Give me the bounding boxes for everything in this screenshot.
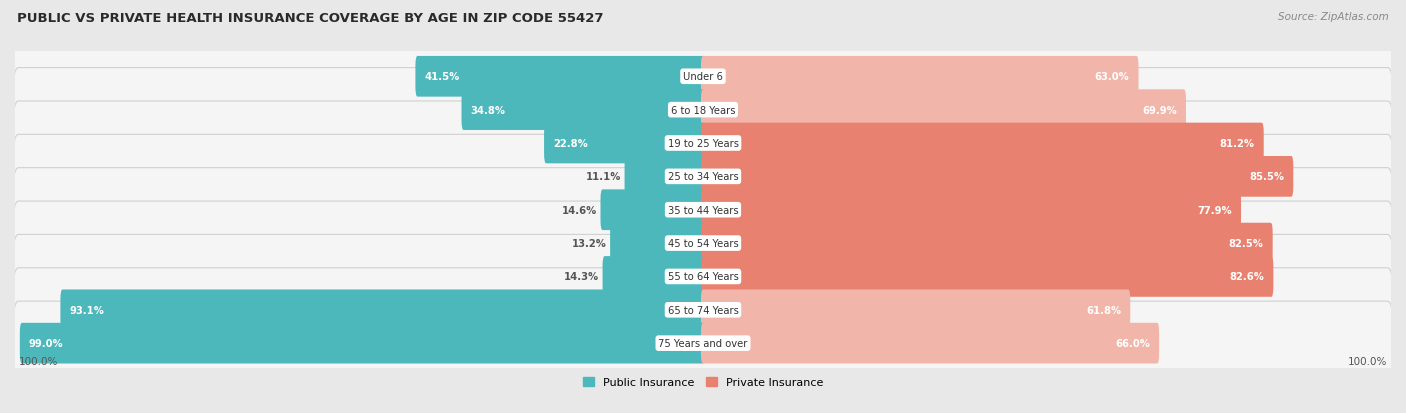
Text: 65 to 74 Years: 65 to 74 Years <box>668 305 738 315</box>
FancyBboxPatch shape <box>13 301 1393 385</box>
FancyBboxPatch shape <box>461 90 704 131</box>
FancyBboxPatch shape <box>603 256 704 297</box>
Text: 81.2%: 81.2% <box>1220 139 1254 149</box>
Text: 55 to 64 Years: 55 to 64 Years <box>668 272 738 282</box>
FancyBboxPatch shape <box>624 157 704 197</box>
FancyBboxPatch shape <box>13 202 1393 285</box>
FancyBboxPatch shape <box>702 123 1264 164</box>
FancyBboxPatch shape <box>702 190 1241 230</box>
FancyBboxPatch shape <box>702 290 1130 330</box>
Text: 25 to 34 Years: 25 to 34 Years <box>668 172 738 182</box>
Text: 11.1%: 11.1% <box>586 172 621 182</box>
FancyBboxPatch shape <box>702 57 1139 97</box>
Text: 14.3%: 14.3% <box>564 272 599 282</box>
FancyBboxPatch shape <box>702 90 1187 131</box>
FancyBboxPatch shape <box>702 223 1272 264</box>
FancyBboxPatch shape <box>13 268 1393 352</box>
FancyBboxPatch shape <box>610 223 704 264</box>
Text: 45 to 54 Years: 45 to 54 Years <box>668 238 738 249</box>
FancyBboxPatch shape <box>13 235 1393 319</box>
Text: 75 Years and over: 75 Years and over <box>658 338 748 348</box>
FancyBboxPatch shape <box>60 290 704 330</box>
Text: 69.9%: 69.9% <box>1142 105 1177 115</box>
Text: 85.5%: 85.5% <box>1250 172 1284 182</box>
FancyBboxPatch shape <box>702 157 1294 197</box>
Text: 19 to 25 Years: 19 to 25 Years <box>668 139 738 149</box>
Text: 82.6%: 82.6% <box>1229 272 1264 282</box>
Text: Under 6: Under 6 <box>683 72 723 82</box>
FancyBboxPatch shape <box>415 57 704 97</box>
Text: Source: ZipAtlas.com: Source: ZipAtlas.com <box>1278 12 1389 22</box>
FancyBboxPatch shape <box>702 256 1274 297</box>
FancyBboxPatch shape <box>13 35 1393 119</box>
Text: 35 to 44 Years: 35 to 44 Years <box>668 205 738 215</box>
FancyBboxPatch shape <box>13 168 1393 252</box>
FancyBboxPatch shape <box>544 123 704 164</box>
Text: 99.0%: 99.0% <box>28 338 63 348</box>
FancyBboxPatch shape <box>13 102 1393 185</box>
FancyBboxPatch shape <box>20 323 704 363</box>
FancyBboxPatch shape <box>600 190 704 230</box>
Text: 13.2%: 13.2% <box>572 238 606 249</box>
Text: 77.9%: 77.9% <box>1198 205 1232 215</box>
FancyBboxPatch shape <box>13 135 1393 219</box>
Text: 22.8%: 22.8% <box>553 139 588 149</box>
Text: 100.0%: 100.0% <box>1348 356 1388 366</box>
Text: 41.5%: 41.5% <box>425 72 460 82</box>
FancyBboxPatch shape <box>702 323 1159 363</box>
Text: 63.0%: 63.0% <box>1095 72 1129 82</box>
Text: 82.5%: 82.5% <box>1229 238 1264 249</box>
Text: 61.8%: 61.8% <box>1087 305 1122 315</box>
Text: PUBLIC VS PRIVATE HEALTH INSURANCE COVERAGE BY AGE IN ZIP CODE 55427: PUBLIC VS PRIVATE HEALTH INSURANCE COVER… <box>17 12 603 25</box>
Text: 14.6%: 14.6% <box>562 205 598 215</box>
FancyBboxPatch shape <box>13 69 1393 152</box>
Text: 93.1%: 93.1% <box>69 305 104 315</box>
Text: 66.0%: 66.0% <box>1115 338 1150 348</box>
Text: 6 to 18 Years: 6 to 18 Years <box>671 105 735 115</box>
Legend: Public Insurance, Private Insurance: Public Insurance, Private Insurance <box>581 375 825 389</box>
Text: 100.0%: 100.0% <box>18 356 58 366</box>
Text: 34.8%: 34.8% <box>471 105 505 115</box>
